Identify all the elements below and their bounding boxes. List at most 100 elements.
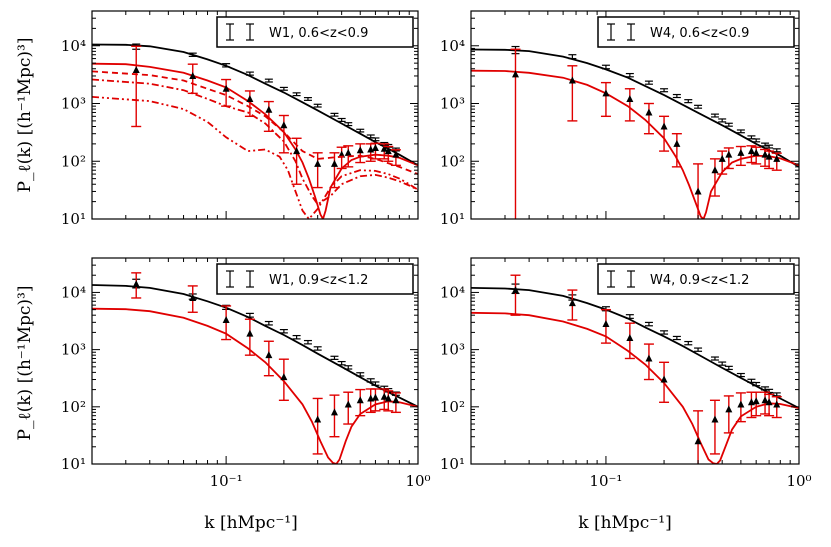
data-point-triangle <box>711 415 719 423</box>
x-tick-label: 10⁰ <box>786 472 811 490</box>
y-tick-label: 10² <box>61 398 86 416</box>
series-line-monopole-model <box>471 48 799 168</box>
data-point-triangle <box>725 405 733 413</box>
panel-bottom-left: 10¹ 10² 10³ 10⁴ 10⁻¹ 10⁰ W1, 0.9<z<1.2 <box>61 257 431 490</box>
data-point-triangle <box>380 392 388 400</box>
plot-area <box>92 43 418 219</box>
data-point-triangle <box>773 400 781 408</box>
y-tick-label: 10¹ <box>440 455 465 473</box>
data-point-triangle <box>344 148 352 156</box>
legend-label: W4, 0.6<z<0.9 <box>650 26 749 41</box>
data-point-triangle <box>330 408 338 416</box>
y-tick-label: 10² <box>440 398 465 416</box>
data-point-triangle <box>392 396 400 404</box>
legend-label: W4, 0.9<z<1.2 <box>650 273 749 288</box>
data-point-triangle <box>265 351 273 359</box>
data-point-triangle <box>280 373 288 381</box>
data-point-triangle <box>392 150 400 158</box>
y-tick-label: 10⁴ <box>440 283 465 301</box>
data-point-triangle <box>246 329 254 337</box>
data-point-triangle <box>694 187 702 195</box>
series-line-monopole-model <box>471 287 799 409</box>
data-point-triangle <box>356 146 364 154</box>
data-point-triangle <box>293 147 301 155</box>
data-point-triangle <box>626 94 634 102</box>
data-point-triangle <box>314 415 322 423</box>
data-point-triangle <box>265 105 273 113</box>
x-tick-label: 10⁻¹ <box>589 472 622 490</box>
x-tick-label: 10⁰ <box>405 472 430 490</box>
data-point-triangle <box>761 396 769 404</box>
data-point-triangle <box>384 147 392 155</box>
series-line-monopole-model <box>92 284 418 408</box>
panel-top-left: 10¹ 10² 10³ 10⁴ W1, 0.6<z<0.9 <box>61 10 419 228</box>
series-line-dash-dot-dot-component <box>92 96 418 219</box>
data-point-triangle <box>718 154 726 162</box>
data-point-triangle <box>568 76 576 84</box>
series-line-quadrupole-model <box>471 69 799 219</box>
x-tick-label: 10⁻¹ <box>210 472 243 490</box>
data-point-triangle <box>765 152 773 160</box>
y-tick-label: 10³ <box>61 95 86 113</box>
series-line-dashed-component <box>92 70 418 175</box>
data-point-triangle <box>765 398 773 406</box>
plot-area <box>471 45 799 219</box>
y-tick-label: 10⁴ <box>61 283 86 301</box>
y-axis-label-top: P_ℓ(k) [(h⁻¹Mpc)³] <box>15 38 35 193</box>
y-tick-label: 10³ <box>440 341 465 359</box>
axes-frame <box>91 257 419 465</box>
data-point-triangle <box>737 148 745 156</box>
data-point-triangle <box>660 375 668 383</box>
data-point-triangle <box>511 70 519 78</box>
data-point-triangle <box>568 299 576 307</box>
data-point-triangle <box>660 122 668 130</box>
data-point-triangle <box>246 94 254 102</box>
axes-frame <box>470 257 800 465</box>
data-point-triangle <box>314 159 322 167</box>
series-line-quadrupole-model <box>92 62 418 219</box>
data-point-triangle <box>711 166 719 174</box>
data-point-triangle <box>330 159 338 167</box>
y-tick-label: 10¹ <box>61 210 86 228</box>
y-axis-label-bottom: P_ℓ(k) [(h⁻¹Mpc)³] <box>15 286 35 441</box>
y-tick-label: 10³ <box>440 95 465 113</box>
data-point-triangle <box>132 66 140 74</box>
plot-area <box>92 272 418 464</box>
data-point-triangle <box>626 333 634 341</box>
series-line-dash-dot-component <box>92 78 418 206</box>
axes-frame <box>91 10 419 220</box>
data-point-triangle <box>371 143 379 151</box>
data-point-triangle <box>132 280 140 288</box>
data-point-triangle <box>384 394 392 402</box>
data-point-triangle <box>761 150 769 158</box>
data-point-triangle <box>694 437 702 445</box>
data-point-triangle <box>645 108 653 116</box>
y-tick-label: 10⁴ <box>61 37 86 55</box>
data-point-triangle <box>747 147 755 155</box>
legend-label: W1, 0.6<z<0.9 <box>269 26 368 41</box>
data-point-triangle <box>752 148 760 156</box>
data-point-triangle <box>222 84 230 92</box>
data-point-triangle <box>752 397 760 405</box>
axes-frame <box>470 10 800 220</box>
data-point-triangle <box>189 71 197 79</box>
data-point-triangle <box>673 139 681 147</box>
series-line-monopole-model <box>92 43 418 167</box>
data-point-triangle <box>222 315 230 323</box>
data-point-triangle <box>511 286 519 294</box>
data-point-triangle <box>602 320 610 328</box>
x-axis-label-left: k [hMpc⁻¹] <box>204 513 298 533</box>
data-point-triangle <box>725 150 733 158</box>
data-point-triangle <box>344 400 352 408</box>
y-tick-label: 10¹ <box>61 455 86 473</box>
data-point-triangle <box>371 393 379 401</box>
data-point-triangle <box>380 144 388 152</box>
data-point-triangle <box>356 396 364 404</box>
series-line-quadrupole-model <box>471 311 799 464</box>
y-tick-label: 10³ <box>61 341 86 359</box>
data-point-triangle <box>773 154 781 162</box>
data-point-triangle <box>602 89 610 97</box>
data-point-triangle <box>737 400 745 408</box>
